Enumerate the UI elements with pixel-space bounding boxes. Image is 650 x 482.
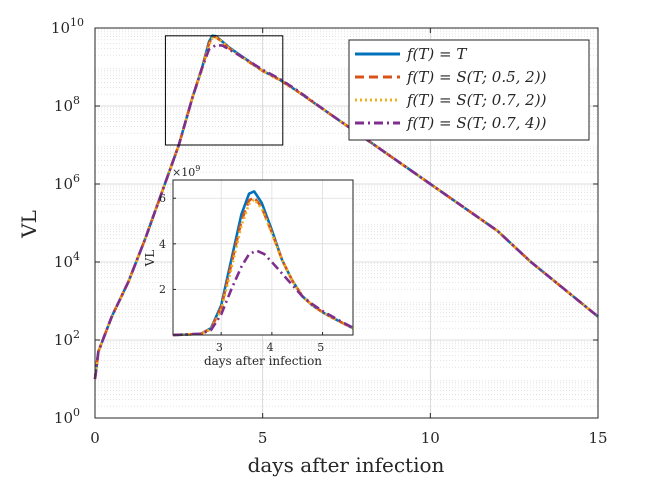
y-tick-label-1e6: 106 [54, 172, 80, 193]
inset-plot: 3 4 5 2 4 6 ×109 days after infection VL [143, 164, 354, 368]
legend-label-4: f(T) = S(T; 0.7, 4)) [406, 114, 547, 132]
inset-y-multiplier: ×109 [172, 164, 200, 179]
inset-x-tick-label-5: 5 [317, 341, 324, 354]
inset-series-line-4 [172, 249, 354, 337]
y-tick-label-1e0: 100 [54, 406, 80, 427]
y-tick-label-1e8: 108 [54, 94, 80, 115]
inset-grid [173, 180, 353, 335]
main-series-line-4 [93, 43, 599, 380]
x-axis-label: days after infection [248, 453, 445, 477]
inset-y-axis-label: VL [143, 250, 157, 268]
x-tick-label-10: 10 [421, 429, 440, 447]
y-tick-label-1e4: 104 [54, 250, 80, 271]
x-tick-label-0: 0 [90, 429, 100, 447]
zoom-box [164, 35, 284, 146]
inset-series [172, 190, 354, 337]
inset-y-tick-label-2: 2 [159, 283, 166, 296]
main-series [93, 34, 599, 380]
legend-label-3: f(T) = S(T; 0.7, 2)) [406, 91, 547, 109]
inset-x-tick-label-4: 4 [267, 341, 274, 354]
main-ticks [94, 27, 599, 419]
y-tick-label-1e10: 1010 [51, 16, 84, 37]
inset-ticks [173, 197, 324, 335]
inset-y-tick-label-6: 6 [159, 192, 166, 205]
inset-x-tick-label-3: 3 [216, 341, 223, 354]
y-axis-label: VL [17, 210, 41, 239]
inset-x-axis-label: days after infection [204, 354, 322, 368]
x-tick-label-15: 15 [588, 429, 607, 447]
main-axes-frame [94, 27, 599, 419]
y-tick-label-1e2: 102 [54, 328, 80, 349]
main-series-line-2 [93, 35, 599, 380]
x-tick-label-5: 5 [258, 429, 268, 447]
inset-y-tick-label-4: 4 [159, 238, 166, 251]
legend: f(T) = T f(T) = S(T; 0.5, 2)) f(T) = S(T… [348, 39, 590, 141]
legend-label-2: f(T) = S(T; 0.5, 2)) [406, 68, 547, 86]
legend-label-1: f(T) = T [406, 45, 467, 63]
inset-axes-frame [172, 179, 354, 336]
